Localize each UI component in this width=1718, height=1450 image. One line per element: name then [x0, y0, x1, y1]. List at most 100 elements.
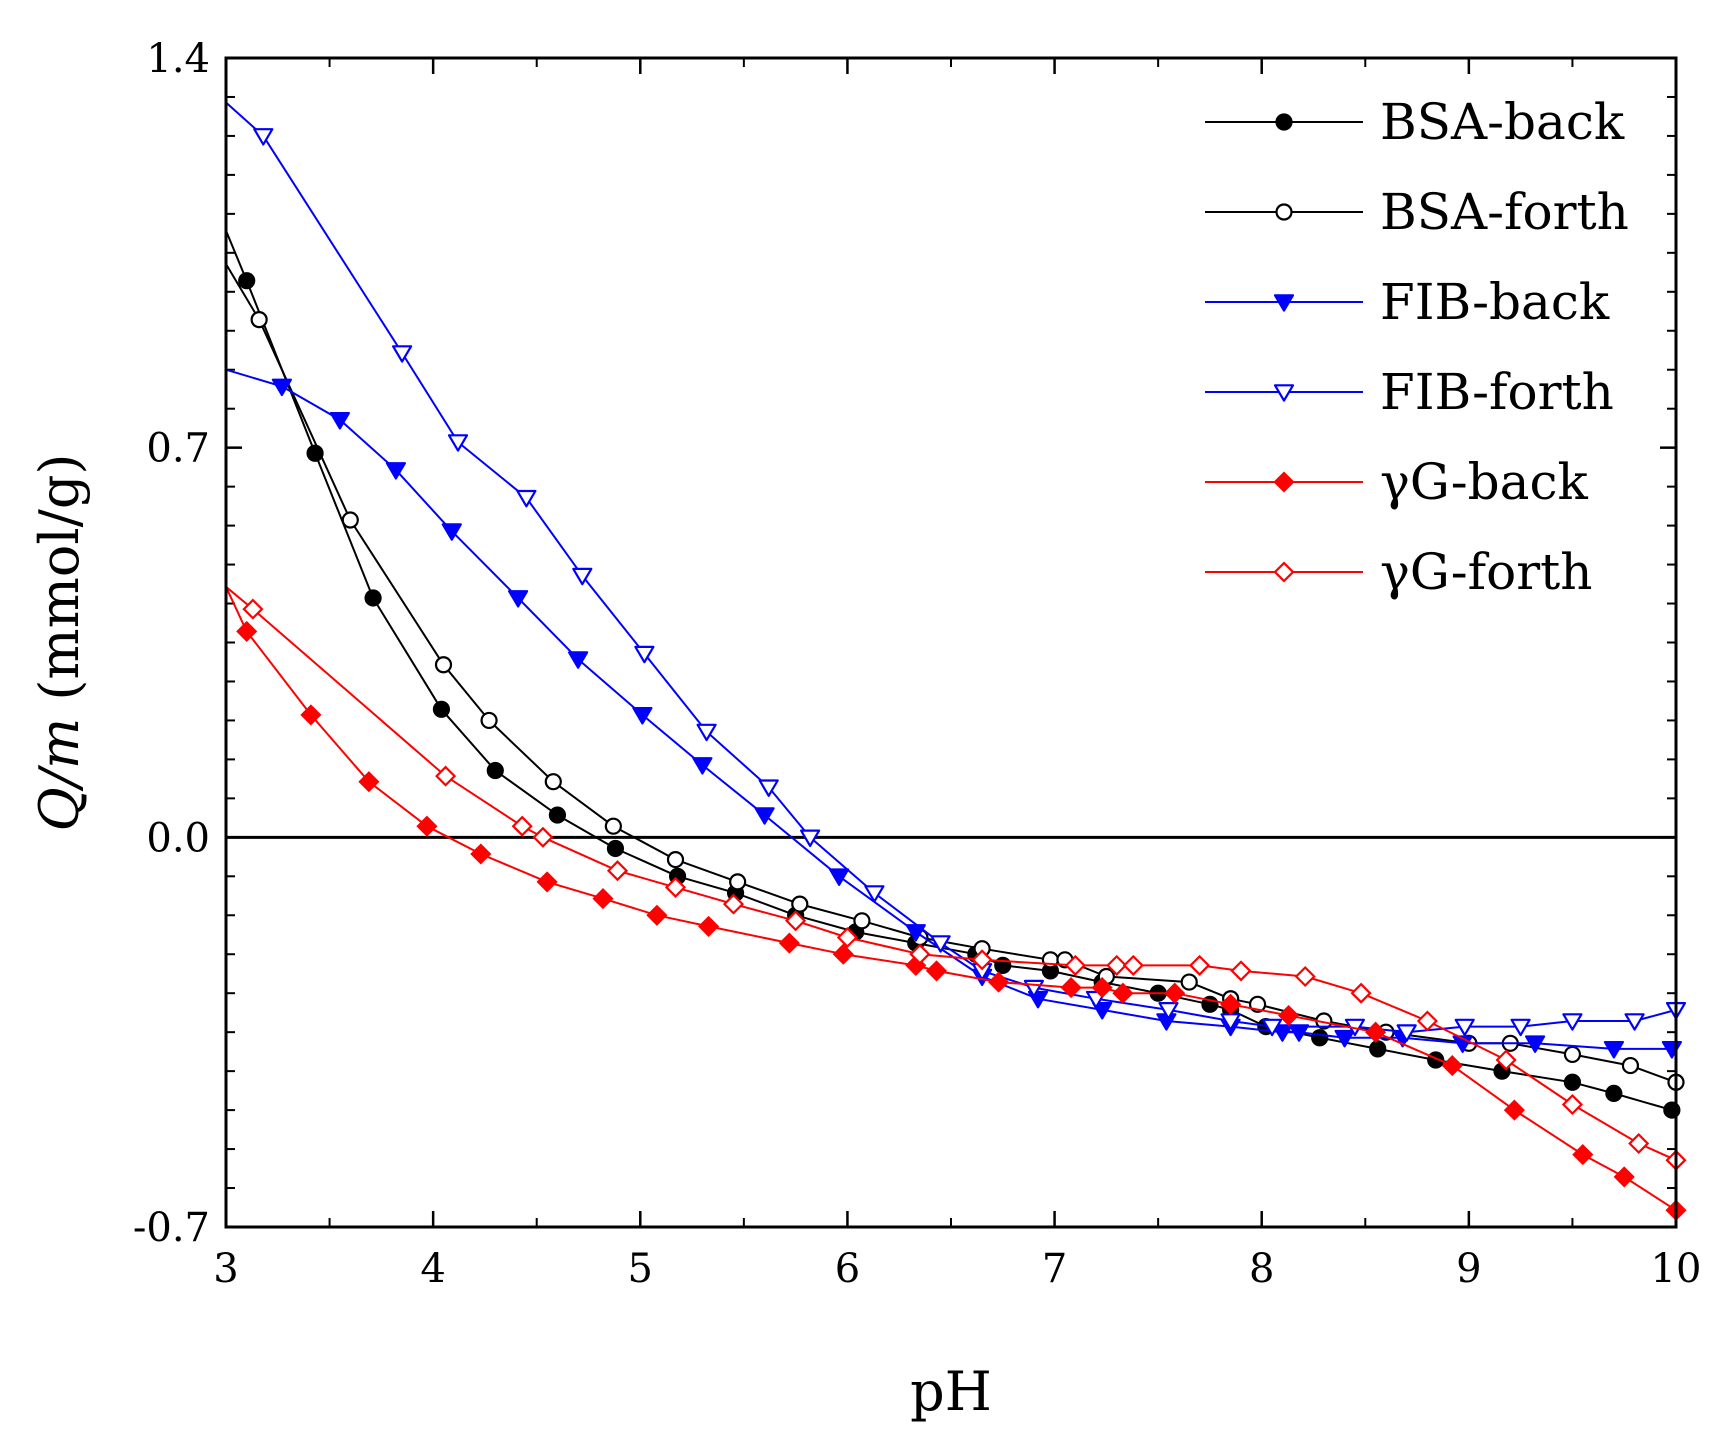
data-point-bsa-back — [238, 272, 256, 290]
data-point-gamma-g-back — [832, 943, 854, 965]
data-point-bsa-forth — [480, 711, 498, 730]
data-point-fib-back — [632, 706, 653, 725]
x-axis-title: pH — [910, 1360, 992, 1423]
data-point-gamma-g-back — [416, 815, 438, 837]
y-axis-title: Q/m (mmol/g) — [28, 454, 91, 832]
data-point-bsa-back — [1369, 1040, 1387, 1058]
data-point-bsa-back — [1311, 1029, 1329, 1047]
y-tick-label: 0.0 — [146, 815, 210, 861]
legend-entry-fib-forth: FIB-forth — [1205, 363, 1614, 421]
data-point-gamma-g-forth — [836, 926, 858, 949]
legend-entry-fib-back: FIB-back — [1205, 273, 1610, 331]
data-point-bsa-forth — [544, 773, 562, 791]
series-layer — [225, 101, 1687, 1221]
data-point-bsa-back — [364, 589, 382, 607]
data-point-fib-back — [441, 523, 462, 541]
data-point-bsa-back — [486, 761, 504, 780]
data-point-bsa-forth — [853, 912, 871, 930]
legend: BSA-back BSA-forth FIB-back FIB-forth γG-bac… — [1205, 93, 1629, 601]
data-point-gamma-g-forth — [664, 876, 687, 898]
legend-label: γG-forth — [1380, 543, 1592, 601]
data-point-gamma-g-back — [536, 871, 558, 893]
data-point-gamma-g-back — [1220, 993, 1242, 1015]
data-point-fib-back — [508, 590, 529, 608]
legend-entry-bsa-forth: BSA-forth — [1205, 183, 1629, 241]
data-point-bsa-back — [548, 806, 567, 824]
data-point-gamma-g-forth — [1294, 965, 1316, 988]
x-tick-label: 8 — [1249, 1246, 1274, 1292]
plot-frame-layer — [224, 56, 1678, 1229]
data-point-fib-back — [1272, 1024, 1293, 1042]
legend-label: BSA-back — [1380, 93, 1625, 151]
y-tick-label: 0.7 — [146, 426, 210, 472]
y-tick-label: 1.4 — [146, 36, 210, 82]
data-point-bsa-forth — [1180, 973, 1198, 991]
data-point-gamma-g-forth — [971, 949, 993, 971]
data-point-gamma-g-forth — [722, 893, 745, 915]
data-point-fib-back — [1334, 1029, 1355, 1048]
data-point-fib-forth — [1454, 1018, 1475, 1037]
legend-label: BSA-forth — [1380, 183, 1629, 241]
data-point-fib-forth — [1158, 1001, 1179, 1020]
data-point-gamma-g-forth — [511, 815, 533, 837]
data-point-bsa-back — [1605, 1084, 1623, 1103]
legend-marker — [1273, 471, 1295, 493]
data-point-bsa-forth — [604, 817, 622, 835]
data-point-gamma-g-forth — [532, 826, 554, 848]
data-point-gamma-g-forth — [1350, 982, 1372, 1004]
legend-marker — [1273, 561, 1295, 583]
data-point-gamma-g-forth — [242, 598, 264, 620]
data-point-fib-forth — [930, 935, 951, 953]
data-point-gamma-g-back — [1572, 1144, 1594, 1166]
data-point-fib-back — [754, 807, 775, 825]
data-point-gamma-g-back — [646, 904, 668, 926]
data-point-gamma-g-forth — [1416, 1010, 1438, 1032]
x-tick-label: 5 — [628, 1246, 653, 1292]
legend-entry-bsa-back: BSA-back — [1205, 93, 1625, 151]
data-point-fib-back — [1524, 1035, 1546, 1053]
x-tick-label: 4 — [420, 1246, 445, 1292]
series-line-gamma-g-back — [225, 586, 1677, 1212]
legend-entry-gamma-g-forth: γG-forth — [1205, 543, 1592, 601]
data-point-gamma-g-back — [1164, 982, 1186, 1004]
data-point-gamma-g-forth — [785, 910, 807, 932]
data-point-gamma-g-back — [1278, 1004, 1300, 1027]
legend-marker — [1275, 113, 1293, 131]
data-point-gamma-g-forth — [1064, 954, 1086, 976]
data-point-gamma-g-back — [1503, 1099, 1525, 1121]
data-point-gamma-g-back — [358, 771, 380, 793]
data-point-gamma-g-back — [1112, 982, 1134, 1004]
x-tick-label: 7 — [1042, 1246, 1067, 1292]
x-tick-label: 6 — [835, 1246, 860, 1292]
data-point-gamma-g-back — [300, 704, 322, 726]
data-point-gamma-g-forth — [606, 860, 629, 882]
data-point-gamma-g-back — [1365, 1021, 1387, 1043]
legend-label: FIB-back — [1380, 273, 1610, 331]
data-point-bsa-back — [1563, 1073, 1582, 1091]
data-point-fib-forth — [1624, 1013, 1645, 1031]
data-point-fib-forth — [1396, 1024, 1417, 1042]
legend-marker — [1273, 294, 1295, 312]
data-point-gamma-g-back — [470, 843, 492, 865]
data-point-gamma-g-back — [1613, 1166, 1635, 1188]
data-point-fib-forth — [253, 128, 274, 146]
data-point-gamma-g-back — [236, 620, 258, 642]
data-point-bsa-back — [606, 839, 625, 858]
data-point-fib-forth — [758, 779, 779, 797]
data-point-gamma-g-forth — [1106, 954, 1128, 976]
y-axis-title-symbol: Q/m — [28, 718, 91, 832]
data-point-fib-forth — [1261, 1018, 1283, 1037]
data-point-gamma-g-back — [925, 960, 948, 982]
data-point-bsa-forth — [341, 511, 359, 529]
data-point-gamma-g-back — [698, 915, 720, 937]
legend-marker — [1275, 203, 1293, 221]
data-point-fib-forth — [634, 645, 655, 664]
data-point-gamma-g-forth — [1628, 1132, 1650, 1155]
data-point-fib-back — [329, 412, 350, 430]
data-point-gamma-g-back — [1060, 977, 1082, 999]
data-point-gamma-g-forth — [1189, 954, 1211, 976]
axes-layer: 3 4 5 6 7 8 9 10 -0.7 0.0 0.7 1.4 — [133, 36, 1702, 1292]
data-point-fib-back — [385, 462, 406, 480]
data-point-gamma-g-forth — [909, 943, 931, 965]
